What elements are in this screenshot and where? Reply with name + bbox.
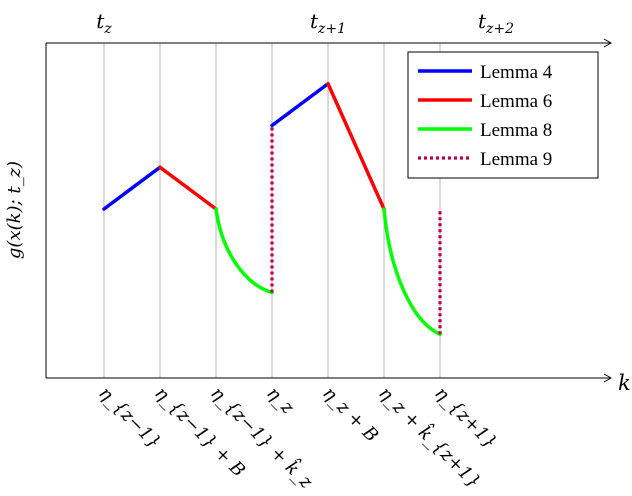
top-tick-label-3: tz+2 xyxy=(478,9,514,37)
legend-label-1: Lemma 4 xyxy=(480,62,553,83)
bottom-tick-label-5: η_z + B xyxy=(318,383,382,447)
legend: Lemma 4 Lemma 6 Lemma 8 Lemma 9 xyxy=(407,51,599,179)
axes xyxy=(45,38,613,383)
bottom-tick-label-4: η_z xyxy=(262,383,298,419)
bottom-tick-labels: η_{z−1}η_{z−1} + Bη_{z−1} + k̂_zη_z η_z +… xyxy=(94,380,501,493)
x-axis-arrow xyxy=(603,373,613,383)
series-2-segment-2 xyxy=(326,82,386,211)
top-tick-label-2: tz+1 xyxy=(310,9,346,37)
legend-label-3: Lemma 8 xyxy=(480,120,552,141)
series-1-segment-2 xyxy=(270,82,330,128)
x-axis-label: k xyxy=(618,371,631,395)
series-3-segment-1 xyxy=(214,207,274,295)
y-axis-label: g(x(k); t_z) xyxy=(4,161,25,259)
series-1-segment-1 xyxy=(102,165,162,211)
legend-label-2: Lemma 6 xyxy=(480,91,552,112)
top-tick-label-1: tz xyxy=(96,9,112,37)
top-axis-arrow xyxy=(603,38,613,48)
series-group xyxy=(102,82,442,336)
series-2-segment-1 xyxy=(158,165,218,211)
series-3-segment-2 xyxy=(382,207,442,336)
gridlines xyxy=(103,43,441,378)
top-tick-labels: tz tz+1 tz+2 xyxy=(96,9,514,37)
legend-box xyxy=(407,51,599,179)
legend-label-4: Lemma 9 xyxy=(480,149,552,170)
